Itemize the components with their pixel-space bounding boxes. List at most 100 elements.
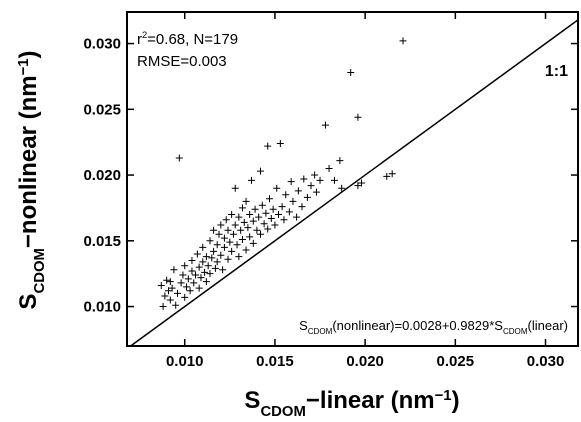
data-point bbox=[330, 176, 338, 184]
data-point bbox=[195, 263, 203, 271]
stats-annotation: r2=0.68, N=179 bbox=[137, 30, 238, 48]
data-point bbox=[247, 176, 255, 184]
data-point bbox=[256, 230, 264, 238]
data-point bbox=[217, 251, 225, 259]
data-point bbox=[311, 171, 319, 179]
data-point bbox=[235, 253, 243, 261]
data-point bbox=[321, 121, 329, 129]
data-point bbox=[246, 211, 254, 219]
data-point bbox=[186, 287, 194, 295]
data-point bbox=[213, 241, 221, 249]
subscript: CDOM bbox=[503, 327, 528, 336]
data-point bbox=[240, 218, 248, 226]
data-point bbox=[246, 233, 254, 241]
rmse-annotation: RMSE=0.003 bbox=[137, 53, 227, 70]
data-point bbox=[383, 172, 391, 180]
superscript: −1 bbox=[16, 58, 32, 75]
label-part: (nonlinear)=0.0028+0.9829*S bbox=[332, 318, 503, 333]
data-point bbox=[262, 209, 270, 217]
label-part: (linear) bbox=[528, 318, 568, 333]
data-point bbox=[298, 203, 306, 211]
data-point bbox=[233, 241, 241, 249]
y-tick-label: 0.025 bbox=[83, 101, 121, 118]
data-point bbox=[293, 213, 301, 221]
data-point bbox=[253, 226, 261, 234]
data-point bbox=[307, 182, 315, 190]
data-point bbox=[159, 303, 167, 311]
data-point bbox=[181, 262, 189, 270]
y-tick-label: 0.010 bbox=[83, 299, 121, 316]
one-to-one-line bbox=[130, 19, 579, 347]
label-part: S bbox=[299, 318, 308, 333]
x-tick-label: 0.030 bbox=[527, 353, 565, 370]
data-point bbox=[256, 167, 264, 175]
data-point bbox=[183, 283, 191, 291]
data-point bbox=[303, 193, 311, 201]
data-point bbox=[177, 279, 185, 287]
data-point bbox=[229, 230, 237, 238]
label-part: −linear (nm bbox=[306, 387, 435, 414]
data-point bbox=[289, 197, 297, 205]
regression-equation: SCDOM(nonlinear)=0.0028+0.9829*SCDOM(lin… bbox=[299, 318, 568, 336]
data-point bbox=[235, 213, 243, 221]
x-tick-label: 0.020 bbox=[346, 353, 384, 370]
y-axis-label: SCDOM−nonlinear (nm−1) bbox=[15, 50, 48, 309]
y-tick-label: 0.015 bbox=[83, 233, 121, 250]
data-point bbox=[242, 197, 250, 205]
data-point bbox=[287, 178, 295, 186]
data-point bbox=[276, 139, 284, 147]
data-point bbox=[271, 221, 279, 229]
data-point bbox=[354, 113, 362, 121]
data-point bbox=[325, 164, 333, 172]
data-point bbox=[222, 216, 230, 224]
data-point bbox=[347, 68, 355, 76]
subscript: CDOM bbox=[260, 404, 305, 420]
data-point bbox=[266, 195, 274, 203]
data-point bbox=[174, 289, 182, 297]
data-point bbox=[267, 214, 275, 222]
data-point bbox=[237, 226, 245, 234]
data-point bbox=[285, 208, 293, 216]
data-point bbox=[224, 226, 232, 234]
data-point bbox=[399, 37, 407, 45]
data-point bbox=[264, 142, 272, 150]
label-part: −nonlinear (nm bbox=[15, 75, 42, 248]
data-point bbox=[190, 279, 198, 287]
data-point bbox=[255, 213, 263, 221]
data-point bbox=[199, 258, 207, 266]
label-part: S bbox=[15, 294, 42, 310]
data-point bbox=[215, 230, 223, 238]
data-point bbox=[273, 184, 281, 192]
data-point bbox=[249, 239, 257, 247]
data-point bbox=[231, 221, 239, 229]
data-point bbox=[242, 246, 250, 254]
data-point bbox=[202, 253, 210, 261]
data-point bbox=[300, 175, 308, 183]
data-point bbox=[193, 250, 201, 258]
data-point bbox=[164, 287, 172, 295]
data-point bbox=[166, 278, 174, 286]
superscript: 2 bbox=[142, 30, 147, 40]
data-point bbox=[210, 226, 218, 234]
data-point bbox=[251, 205, 259, 213]
data-point bbox=[282, 191, 290, 199]
data-point bbox=[201, 268, 209, 276]
data-point bbox=[184, 275, 192, 283]
data-point bbox=[388, 170, 396, 178]
data-point bbox=[217, 221, 225, 229]
data-point bbox=[204, 262, 212, 270]
data-point bbox=[231, 184, 239, 192]
data-point bbox=[358, 179, 366, 187]
data-point bbox=[175, 154, 183, 162]
data-point bbox=[206, 237, 214, 245]
data-point bbox=[280, 216, 288, 224]
plot-frame bbox=[126, 11, 579, 347]
x-tick-label: 0.015 bbox=[256, 353, 294, 370]
data-point bbox=[161, 292, 169, 300]
data-point bbox=[163, 276, 171, 284]
label-part: r bbox=[137, 31, 142, 48]
data-point bbox=[275, 211, 283, 219]
data-point bbox=[238, 204, 246, 212]
